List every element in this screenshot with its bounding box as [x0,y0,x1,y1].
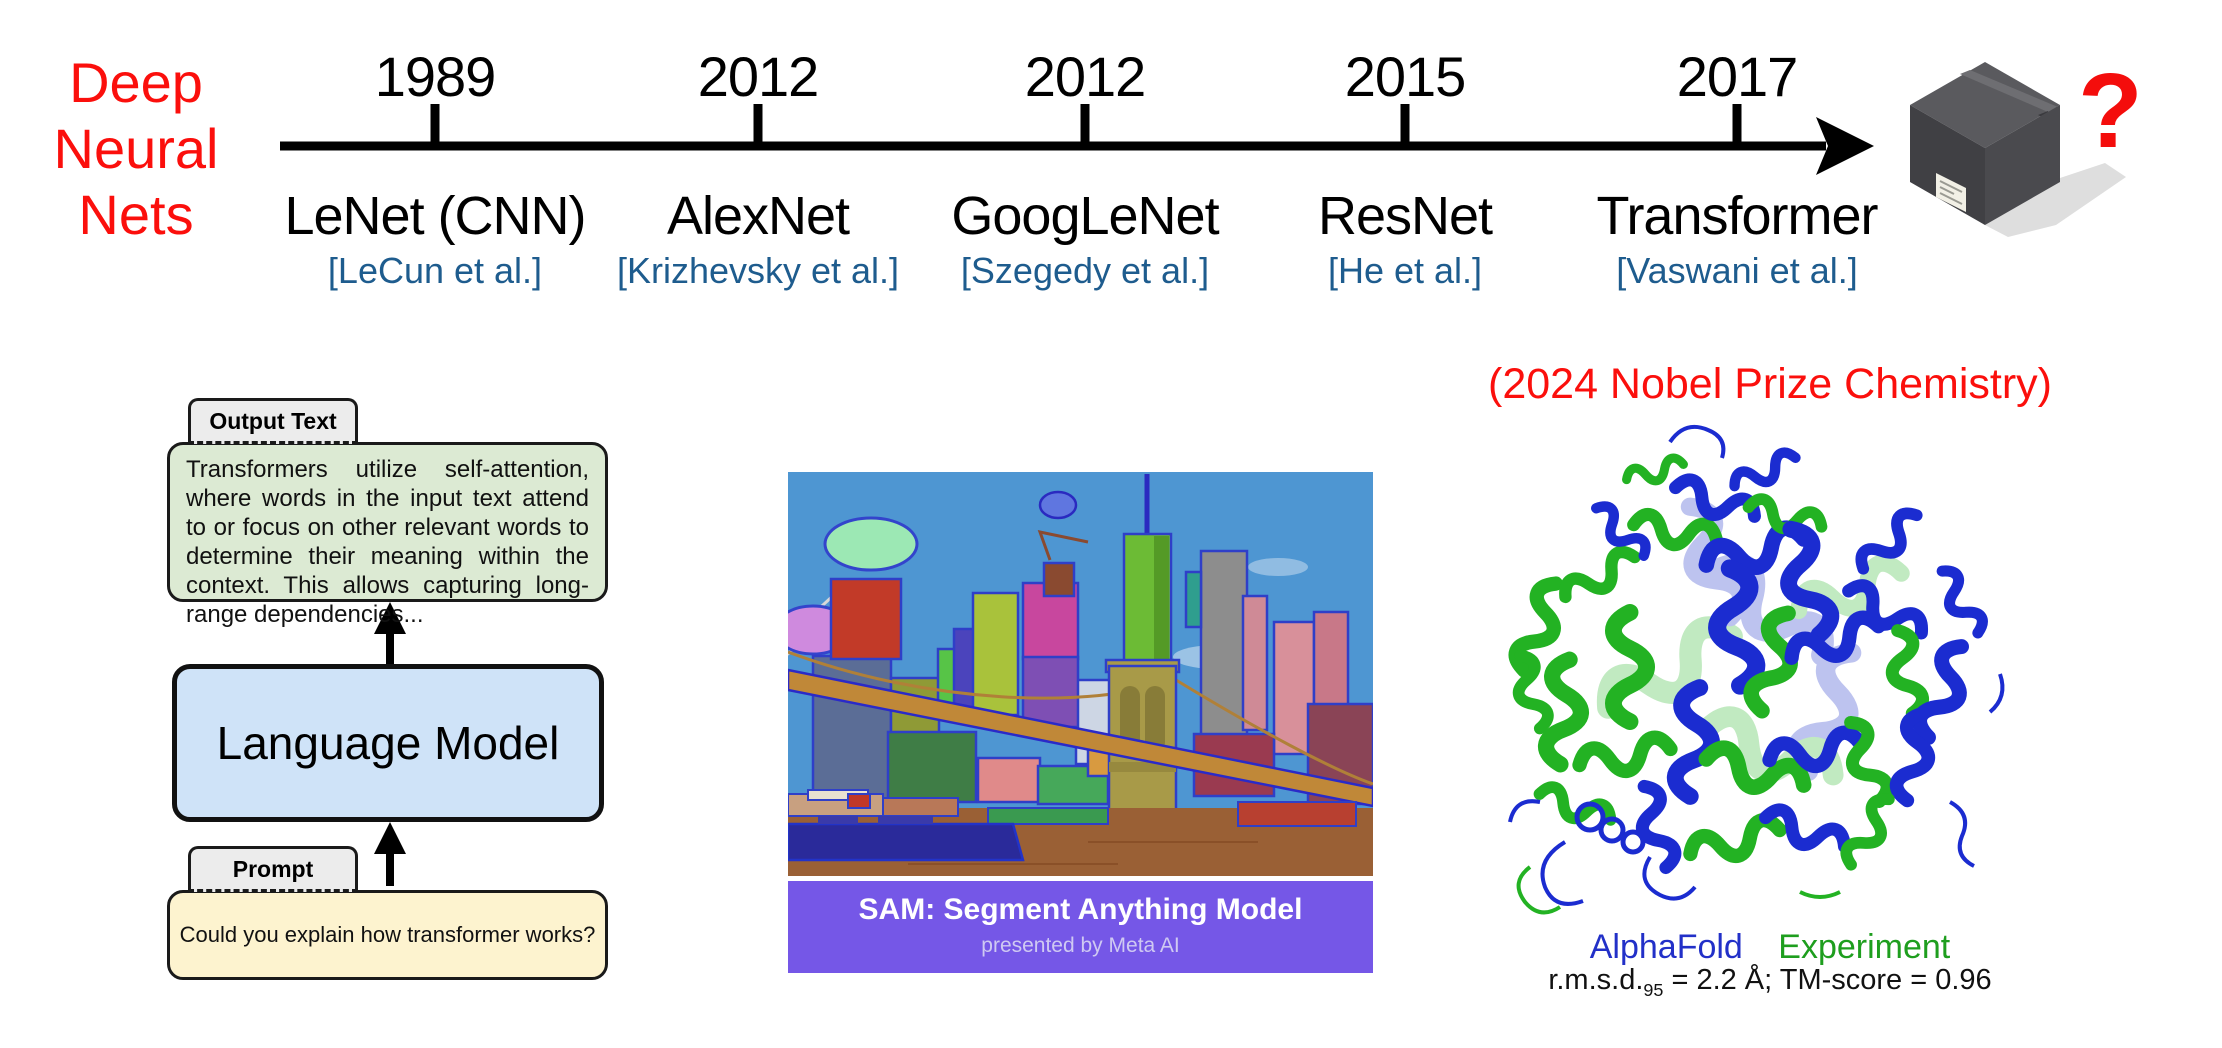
milestone-citation: [Szegedy et al.] [960,250,1210,291]
box-right-face [1985,105,2060,225]
milestone-alexnet: 2012 AlexNet [Krizhevsky et al.] [568,46,948,292]
milestone-name: Transformer [1596,186,1878,246]
prompt-text: Could you explain how transformer works? [179,922,596,947]
timeline-arrowhead-icon [1816,117,1874,175]
milestone-name: LeNet (CNN) [284,186,586,246]
shore-buildings [787,789,1357,827]
protein-coils [1508,425,2005,915]
blue-blob-segment [1038,490,1078,520]
package-box-icon [1910,62,2126,237]
language-model-label: Language Model [216,717,560,769]
milestone-year: 2012 [697,45,820,108]
sam-subtitle: presented by Meta AI [981,934,1180,957]
question-mark: ? [2078,52,2143,170]
milestone-citation: [LeCun et al.] [327,250,543,291]
barge [786,822,1025,862]
prompt-tab: Prompt [188,846,358,892]
output-tab-label: Output Text [209,407,337,434]
milestone-googlenet: 2012 GoogLeNet [Szegedy et al.] [895,46,1275,292]
milestone-year: 2012 [1024,45,1147,108]
sam-banner: SAM: Segment Anything Model presented by… [788,881,1373,973]
metric-prefix: r.m.s.d. [1548,964,1644,996]
dnn-line-2: Neural [53,117,219,180]
milestone-name: ResNet [1317,186,1493,246]
milestone-name: AlexNet [666,186,850,246]
mint-cloud-segment [823,516,919,572]
box-shadow [1983,163,2126,237]
milestone-citation: [Krizhevsky et al.] [616,250,900,291]
arrow-up-to-output-head-icon [374,602,406,634]
milestone-lenet: 1989 LeNet (CNN) [LeCun et al.] [245,46,625,292]
milestone-year: 2015 [1344,45,1467,108]
timeline-axis [280,104,1874,175]
diagram-arrows [374,602,406,886]
sam-figure: SAM: Segment Anything Model presented by… [773,472,1375,973]
box-tape-stripe [1960,70,2058,112]
prompt-box: Could you explain how transformer works? [167,890,608,980]
metric-subscript: 95 [1643,979,1664,1000]
legend-experiment: Experiment [1778,928,1951,966]
crane [1037,529,1089,561]
sam-title: SAM: Segment Anything Model [858,893,1303,926]
output-text-box: Transformers utilize self-attention, whe… [167,442,608,628]
one-wtc-tower [1122,474,1173,670]
deep-neural-nets-label: Deep Neural Nets [40,50,232,248]
box-left-face [1910,105,1985,225]
language-model-box: Language Model [172,664,604,822]
sam-segmented-cityscape-image [773,472,1375,876]
dnn-line-1: Deep [69,51,203,114]
output-text-tab: Output Text [188,398,358,444]
protein-structure-image [1470,425,2005,915]
alphafold-legend: AlphaFold Experiment [1480,928,2060,967]
arrow-up-to-model-head-icon [374,822,406,854]
milestone-citation: [He et al.] [1327,250,1483,291]
milestone-year: 2017 [1676,45,1799,108]
milestone-year: 1989 [374,45,497,108]
legend-alphafold: AlphaFold [1589,928,1743,966]
milestone-resnet: 2015 ResNet [He et al.] [1215,46,1595,292]
alphafold-metrics: r.m.s.d.95 = 2.2 Å; TM-score = 0.96 [1480,964,2060,1001]
nobel-prize-heading: (2024 Nobel Prize Chemistry) [1488,360,2052,408]
milestone-name: GoogLeNet [951,186,1219,246]
milestone-transformer: 2017 Transformer [Vaswani et al.] [1547,46,1927,292]
milestone-citation: [Vaswani et al.] [1616,250,1858,291]
suspension-cable-right [1175,678,1374,786]
metric-rest: = 2.2 Å; TM-score = 0.96 [1663,964,1992,996]
prompt-tab-label: Prompt [232,855,314,882]
dnn-line-3: Nets [78,183,194,246]
